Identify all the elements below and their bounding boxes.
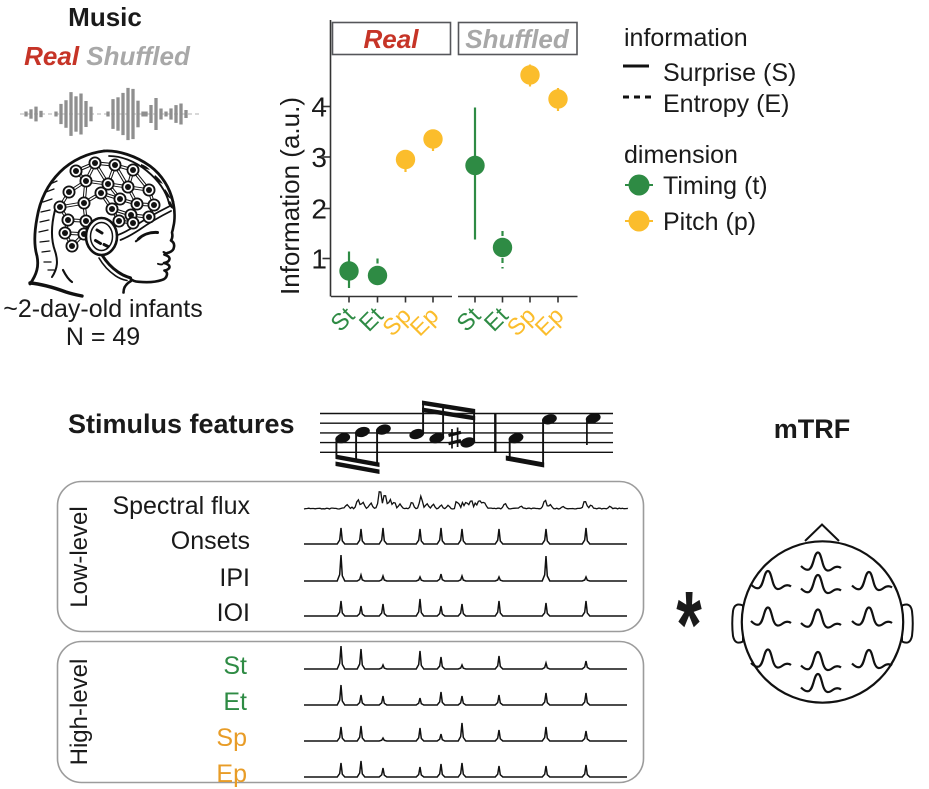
svg-text:~2-day-old infants: ~2-day-old infants — [3, 295, 202, 323]
svg-text:dimension: dimension — [624, 141, 738, 169]
svg-text:Et: Et — [223, 688, 247, 716]
svg-text:mTRF: mTRF — [774, 414, 851, 444]
svg-text:information: information — [624, 24, 748, 52]
svg-text:Pitch (p): Pitch (p) — [663, 208, 756, 236]
svg-text:2: 2 — [311, 194, 327, 225]
svg-text:Music: Music — [68, 2, 142, 32]
svg-text:Low-level: Low-level — [66, 506, 93, 607]
svg-text:Timing (t): Timing (t) — [663, 172, 768, 200]
svg-text:*: * — [676, 572, 702, 678]
svg-text:High-level: High-level — [66, 659, 93, 766]
svg-text:St: St — [223, 652, 247, 680]
svg-text:Sp: Sp — [216, 724, 247, 752]
svg-text:Information (a.u.): Information (a.u.) — [275, 97, 305, 295]
svg-text:Surprise (S): Surprise (S) — [663, 59, 796, 87]
svg-text:4: 4 — [311, 92, 327, 123]
svg-text:3: 3 — [311, 142, 327, 173]
svg-text:1: 1 — [311, 244, 327, 275]
svg-text:Real Shuffled: Real Shuffled — [24, 41, 191, 71]
svg-text:N = 49: N = 49 — [66, 323, 140, 351]
svg-text:Ep: Ep — [216, 760, 247, 788]
svg-text:Real: Real — [364, 24, 420, 54]
svg-text:Stimulus features: Stimulus features — [68, 409, 295, 439]
svg-text:Spectral flux: Spectral flux — [112, 492, 250, 520]
svg-text:Onsets: Onsets — [171, 527, 250, 555]
svg-text:Entropy (E): Entropy (E) — [663, 90, 789, 118]
svg-text:Shuffled: Shuffled — [465, 24, 570, 54]
svg-text:IOI: IOI — [217, 599, 250, 627]
svg-text:IPI: IPI — [219, 564, 250, 592]
